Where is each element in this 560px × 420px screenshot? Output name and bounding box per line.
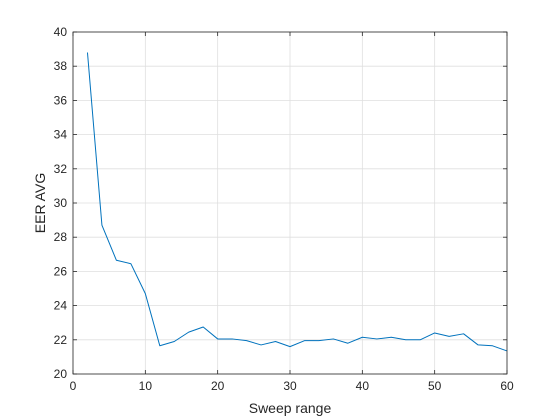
series-layer (86, 52, 508, 352)
data-point (101, 225, 102, 226)
data-point (87, 52, 88, 53)
y-tick-label: 30 (54, 196, 68, 210)
y-axis-label: EER AVG (32, 173, 48, 233)
data-point (289, 346, 290, 347)
y-tick-label: 28 (54, 230, 68, 244)
data-point (477, 344, 478, 345)
x-tick-label: 40 (356, 379, 370, 393)
x-tick-label: 30 (283, 379, 297, 393)
data-point (318, 340, 319, 341)
y-tick-label: 36 (54, 93, 68, 107)
y-tick-label: 34 (54, 128, 68, 142)
data-point (260, 344, 261, 345)
data-point (275, 341, 276, 342)
x-tick-label: 60 (500, 379, 514, 393)
data-point (376, 338, 377, 339)
data-point (203, 326, 204, 327)
data-point (232, 338, 233, 339)
x-tick-label: 50 (428, 379, 442, 393)
x-tick-label: 20 (211, 379, 225, 393)
data-point (130, 263, 131, 264)
data-point (449, 336, 450, 337)
data-point (159, 345, 160, 346)
data-point (362, 337, 363, 338)
data-point (217, 338, 218, 339)
data-point (116, 260, 117, 261)
y-tick-label: 38 (54, 59, 68, 73)
data-point (174, 341, 175, 342)
data-point (333, 338, 334, 339)
y-tick-label: 26 (54, 264, 68, 278)
data-point (420, 339, 421, 340)
data-point (246, 340, 247, 341)
data-point (304, 340, 305, 341)
data-point (347, 343, 348, 344)
ticks: 0 10 20 30 40 50 60 20 22 24 26 28 30 32 34 36 38 40 (54, 25, 514, 393)
data-point (391, 337, 392, 338)
data-point (463, 333, 464, 334)
data-point (434, 332, 435, 333)
data-point (188, 332, 189, 333)
data-point (492, 345, 493, 346)
y-tick-label: 22 (54, 333, 68, 347)
data-point (145, 293, 146, 294)
y-tick-label: 20 (54, 367, 68, 381)
series-line (86, 52, 508, 352)
data-point (405, 339, 406, 340)
x-axis-label: Sweep range (249, 400, 332, 416)
x-tick-label: 0 (70, 379, 77, 393)
x-tick-label: 10 (139, 379, 153, 393)
y-tick-label: 32 (54, 162, 68, 176)
y-tick-label: 40 (54, 25, 68, 39)
y-tick-label: 24 (54, 299, 68, 313)
